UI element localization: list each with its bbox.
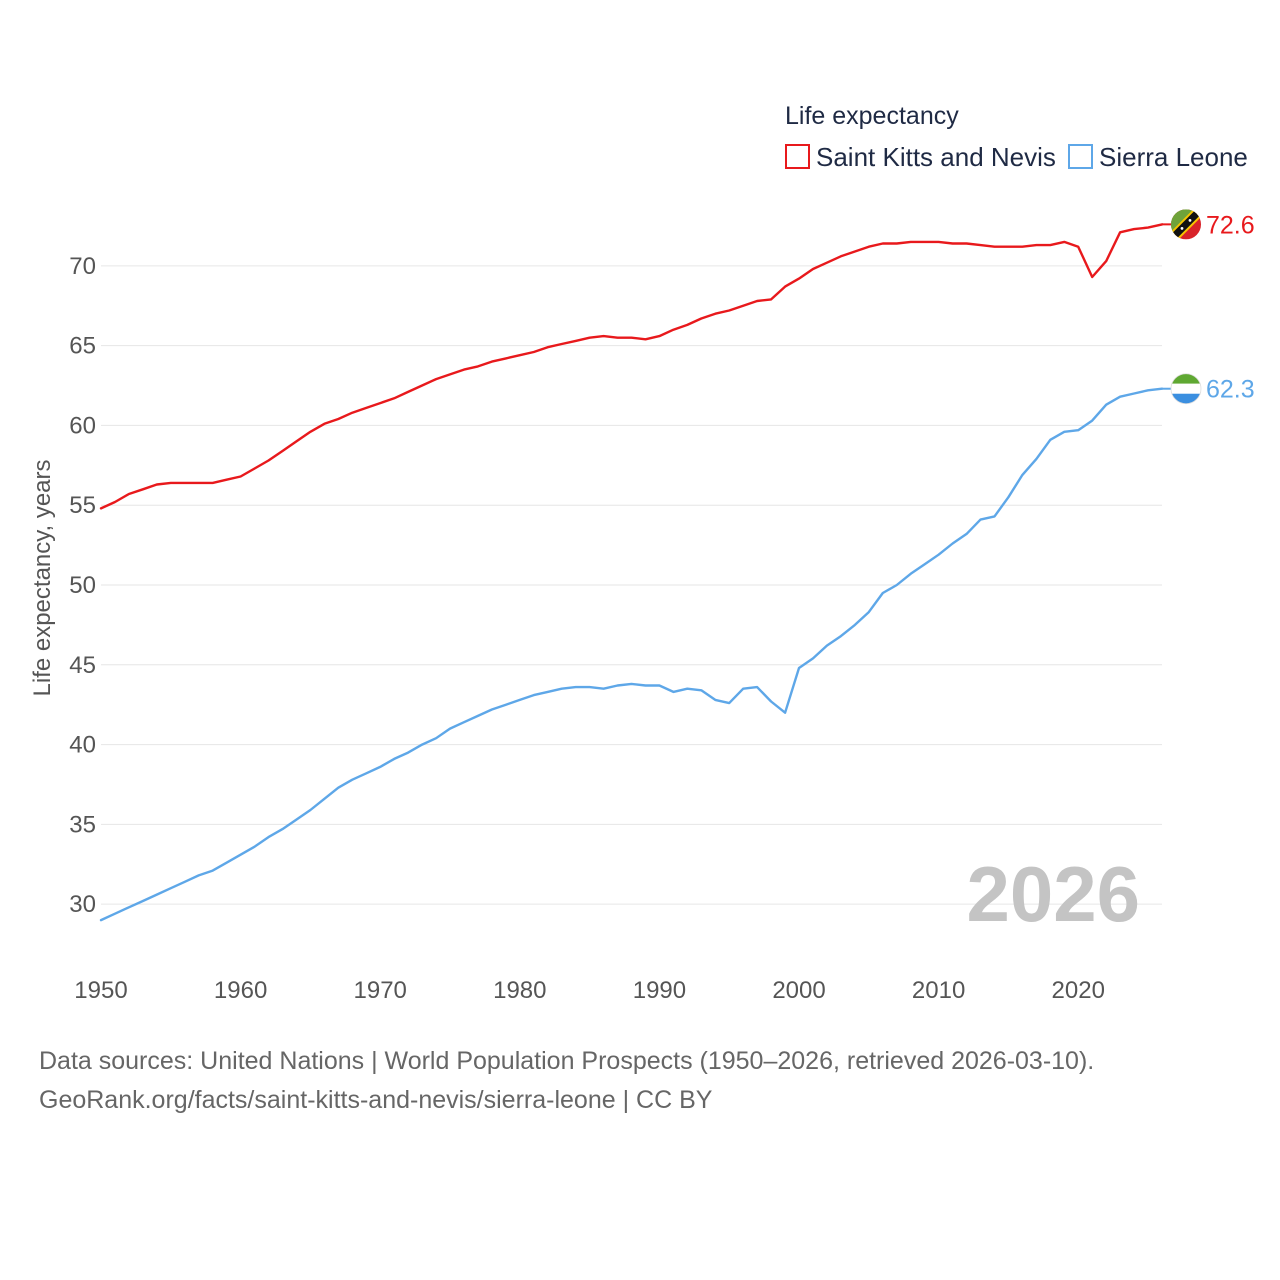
x-tick-label-2010: 2010	[912, 977, 965, 1004]
end-markers: 72.6 62.3	[1162, 209, 1255, 405]
x-tick-label-2000: 2000	[772, 977, 825, 1004]
x-tick-label-1960: 1960	[214, 977, 267, 1004]
series-line-sierra-leone[interactable]	[99, 387, 1164, 922]
legend-item-saint-kitts-and-nevis[interactable]: Saint Kitts and Nevis	[785, 142, 1056, 172]
end-label-sierra-leone: 62.3	[1206, 376, 1255, 404]
x-tick-label-1990: 1990	[633, 977, 686, 1004]
legend-item-sierra-leone[interactable]: Sierra Leone	[1068, 142, 1248, 172]
legend-title: Life expectancy	[785, 102, 959, 130]
legend-swatch-sierra-leone	[1068, 144, 1093, 169]
url-line: GeoRank.org/facts/saint-kitts-and-nevis/…	[39, 1086, 713, 1114]
y-tick-label-40: 40	[69, 732, 96, 759]
footer: Data sources: United Nations | World Pop…	[39, 1047, 1094, 1114]
y-tick-label-65: 65	[69, 333, 96, 360]
series-layer	[99, 223, 1164, 922]
grid-layer	[101, 265, 1162, 905]
y-tick-label-50: 50	[69, 572, 96, 599]
y-axis-label: Life expectancy, years	[29, 459, 56, 696]
x-tick-labels: 1950 1960 1970 1980 1990 2000 2010 2020	[74, 977, 1105, 1004]
end-label-saint-kitts-and-nevis: 72.6	[1206, 211, 1255, 239]
saint-kitts-and-nevis-flag-icon	[1171, 209, 1201, 240]
x-tick-label-1950: 1950	[74, 977, 127, 1004]
y-tick-label-35: 35	[69, 811, 96, 838]
legend: Life expectancy Saint Kitts and Nevis Si…	[785, 102, 1248, 172]
legend-label-saint-kitts-and-nevis: Saint Kitts and Nevis	[816, 142, 1056, 172]
y-tick-label-45: 45	[69, 652, 96, 679]
x-tick-label-2020: 2020	[1052, 977, 1105, 1004]
x-tick-label-1980: 1980	[493, 977, 546, 1004]
y-tick-label-70: 70	[69, 253, 96, 280]
series-line-saint-kitts-and-nevis[interactable]	[99, 223, 1164, 510]
y-tick-label-60: 60	[69, 412, 96, 439]
legend-label-sierra-leone: Sierra Leone	[1099, 142, 1248, 172]
y-tick-label-55: 55	[69, 492, 96, 519]
y-tick-labels: 30 35 40 45 50 55 60 65 70	[69, 253, 96, 918]
source-line: Data sources: United Nations | World Pop…	[39, 1047, 1094, 1075]
x-tick-label-1970: 1970	[354, 977, 407, 1004]
year-watermark: 2026	[966, 850, 1140, 938]
sierra-leone-flag-icon	[1170, 373, 1202, 405]
legend-swatch-saint-kitts-and-nevis	[785, 144, 810, 169]
y-tick-label-30: 30	[69, 891, 96, 918]
